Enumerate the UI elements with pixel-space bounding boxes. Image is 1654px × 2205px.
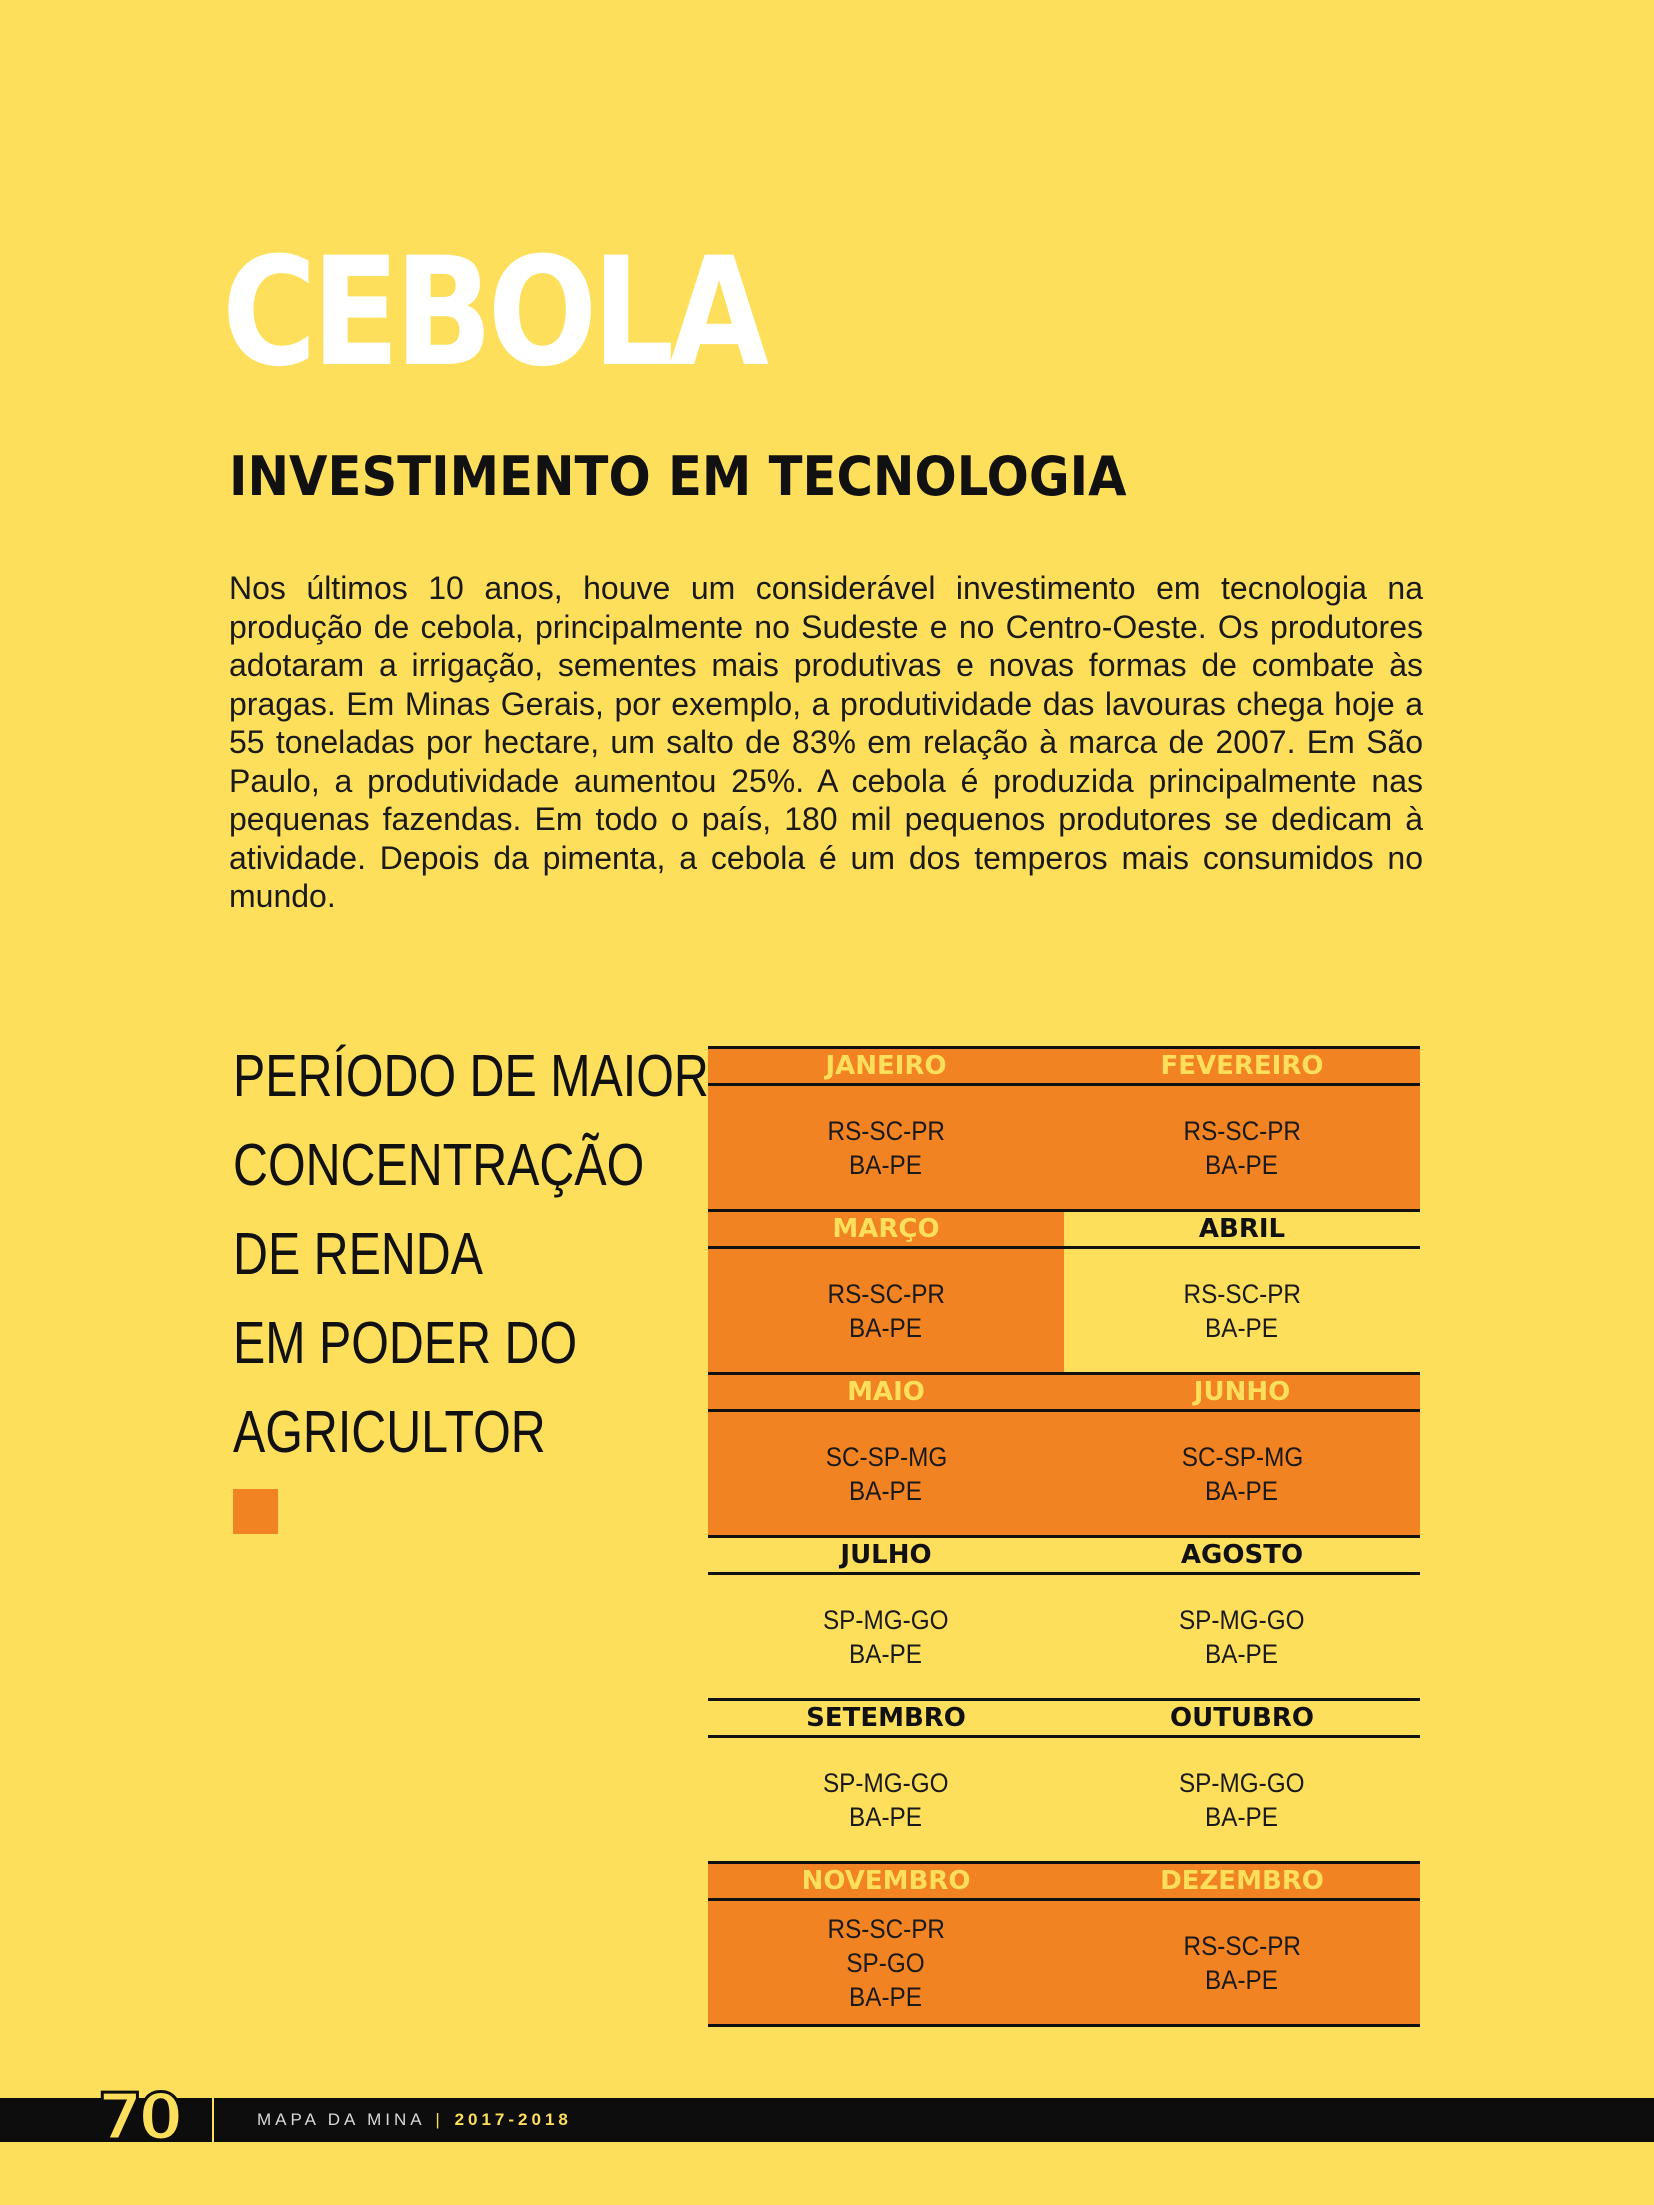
calendar-cell-agosto: AGOSTO SP-MG-GO BA-PE	[1064, 1535, 1420, 1698]
state-group: RS-SC-PR	[1183, 1930, 1301, 1961]
calendar-heading-line: CONCENTRAÇÃO	[233, 1132, 645, 1198]
state-group: RS-SC-PR	[827, 1115, 945, 1146]
table-rule	[708, 1409, 1420, 1412]
state-group: BA-PE	[1205, 1149, 1279, 1180]
table-rule	[708, 1698, 1420, 1701]
calendar-cell-fevereiro: FEVEREIRO RS-SC-PR BA-PE	[1064, 1046, 1420, 1209]
month-label: MARÇO	[832, 1214, 940, 1244]
state-group: BA-PE	[849, 1981, 923, 2012]
state-group: BA-PE	[849, 1638, 923, 1669]
table-rule	[708, 1046, 1420, 1049]
calendar-cell-novembro: NOVEMBRO RS-SC-PR SP-GO BA-PE	[708, 1861, 1064, 2024]
month-label: FEVEREIRO	[1160, 1051, 1324, 1081]
state-group: BA-PE	[849, 1149, 923, 1180]
state-group: SP-GO	[846, 1947, 926, 1978]
section-subtitle: INVESTIMENTO EM TECNOLOGIA	[229, 445, 1127, 508]
month-label: OUTUBRO	[1169, 1703, 1314, 1733]
table-rule	[708, 1535, 1420, 1538]
calendar-heading-line: EM PODER DO	[233, 1310, 578, 1376]
table-rule	[708, 1246, 1420, 1249]
state-group: BA-PE	[1205, 1638, 1279, 1669]
calendar-cell-maio: MAIO SC-SP-MG BA-PE	[708, 1372, 1064, 1535]
state-group: BA-PE	[849, 1312, 923, 1343]
table-rule	[708, 1083, 1420, 1086]
month-label: SETEMBRO	[806, 1703, 966, 1733]
state-group: BA-PE	[1205, 1475, 1279, 1506]
calendar-cell-outubro: OUTUBRO SP-MG-GO BA-PE	[1064, 1698, 1420, 1861]
states-list: RS-SC-PR SP-GO BA-PE	[708, 1901, 1064, 2024]
states-list: RS-SC-PR BA-PE	[708, 1249, 1064, 1372]
footer-publication: MAPA DA MINA | 2017-2018	[257, 2098, 572, 2142]
state-group: BA-PE	[849, 1475, 923, 1506]
state-group: BA-PE	[1205, 1964, 1279, 1995]
states-list: SC-SP-MG BA-PE	[708, 1412, 1064, 1535]
footer-divider	[212, 2098, 214, 2142]
table-rule	[708, 1209, 1420, 1212]
state-group: SC-SP-MG	[1181, 1441, 1303, 1472]
table-rule	[708, 1372, 1420, 1375]
calendar-row: NOVEMBRO RS-SC-PR SP-GO BA-PE DEZEMBRO RS-SC-…	[708, 1861, 1420, 2024]
calendar-cell-dezembro: DEZEMBRO RS-SC-PR BA-PE	[1064, 1861, 1420, 2024]
month-label: DEZEMBRO	[1160, 1866, 1324, 1896]
states-list: RS-SC-PR BA-PE	[1064, 1249, 1420, 1372]
states-list: SC-SP-MG BA-PE	[1064, 1412, 1420, 1535]
month-label: JULHO	[840, 1540, 932, 1570]
states-list: SP-MG-GO BA-PE	[708, 1575, 1064, 1698]
footer-separator: |	[435, 2110, 444, 2129]
calendar-row: MAIO SC-SP-MG BA-PE JUNHO SC-SP-MG BA-PE	[708, 1372, 1420, 1535]
page-number: 70	[96, 2081, 184, 2155]
month-label: NOVEMBRO	[801, 1866, 971, 1896]
table-rule	[708, 1572, 1420, 1575]
page-title: CEBOLA	[222, 226, 769, 400]
states-list: RS-SC-PR BA-PE	[1064, 1086, 1420, 1209]
calendar-cell-janeiro: JANEIRO RS-SC-PR BA-PE	[708, 1046, 1064, 1209]
month-label: ABRIL	[1198, 1214, 1286, 1244]
month-label: JUNHO	[1193, 1377, 1291, 1407]
state-group: RS-SC-PR	[827, 1913, 945, 1944]
calendar-row: JANEIRO RS-SC-PR BA-PE FEVEREIRO RS-SC-PR BA-…	[708, 1046, 1420, 1209]
table-rule	[708, 1898, 1420, 1901]
states-list: RS-SC-PR BA-PE	[1064, 1901, 1420, 2024]
month-label: AGOSTO	[1180, 1540, 1304, 1570]
state-group: BA-PE	[1205, 1801, 1279, 1832]
body-paragraph: Nos últimos 10 anos, houve um consideráv…	[229, 570, 1423, 914]
states-list: RS-SC-PR BA-PE	[708, 1086, 1064, 1209]
calendar-row: MARÇO RS-SC-PR BA-PE ABRIL RS-SC-PR BA-PE	[708, 1209, 1420, 1372]
calendar-heading: PERÍODO DE MAIOR CONCENTRAÇÃO DE RENDA E…	[233, 1032, 709, 1477]
month-label: JANEIRO	[825, 1051, 947, 1081]
table-rule	[708, 1735, 1420, 1738]
state-group: SC-SP-MG	[825, 1441, 947, 1472]
calendar-heading-line: AGRICULTOR	[233, 1399, 546, 1465]
publication-years: 2017-2018	[454, 2110, 572, 2129]
legend-swatch	[233, 1489, 278, 1534]
calendar-row: SETEMBRO SP-MG-GO BA-PE OUTUBRO SP-MG-GO BA-P…	[708, 1698, 1420, 1861]
calendar-cell-março: MARÇO RS-SC-PR BA-PE	[708, 1209, 1064, 1372]
calendar-cell-abril: ABRIL RS-SC-PR BA-PE	[1064, 1209, 1420, 1372]
month-label: MAIO	[847, 1377, 925, 1407]
state-group: RS-SC-PR	[1183, 1278, 1301, 1309]
calendar-heading-line: DE RENDA	[233, 1221, 484, 1287]
state-group: RS-SC-PR	[827, 1278, 945, 1309]
state-group: RS-SC-PR	[1183, 1115, 1301, 1146]
table-bottom-rule	[708, 2024, 1420, 2027]
calendar-cell-junho: JUNHO SC-SP-MG BA-PE	[1064, 1372, 1420, 1535]
state-group: BA-PE	[849, 1801, 923, 1832]
state-group: SP-MG-GO	[1179, 1767, 1305, 1798]
state-group: SP-MG-GO	[1179, 1604, 1305, 1635]
state-group: SP-MG-GO	[823, 1604, 949, 1635]
calendar-cell-setembro: SETEMBRO SP-MG-GO BA-PE	[708, 1698, 1064, 1861]
states-list: SP-MG-GO BA-PE	[708, 1738, 1064, 1861]
calendar-cell-julho: JULHO SP-MG-GO BA-PE	[708, 1535, 1064, 1698]
state-group: SP-MG-GO	[823, 1767, 949, 1798]
calendar-heading-line: PERÍODO DE MAIOR	[233, 1043, 709, 1109]
harvest-calendar-table: JANEIRO RS-SC-PR BA-PE FEVEREIRO RS-SC-PR BA-…	[708, 1046, 1420, 2027]
states-list: SP-MG-GO BA-PE	[1064, 1575, 1420, 1698]
states-list: SP-MG-GO BA-PE	[1064, 1738, 1420, 1861]
table-rule	[708, 1861, 1420, 1864]
publication-name: MAPA DA MINA	[257, 2110, 425, 2129]
state-group: BA-PE	[1205, 1312, 1279, 1343]
footer-bar	[0, 2098, 1654, 2142]
calendar-row: JULHO SP-MG-GO BA-PE AGOSTO SP-MG-GO BA-PE	[708, 1535, 1420, 1698]
